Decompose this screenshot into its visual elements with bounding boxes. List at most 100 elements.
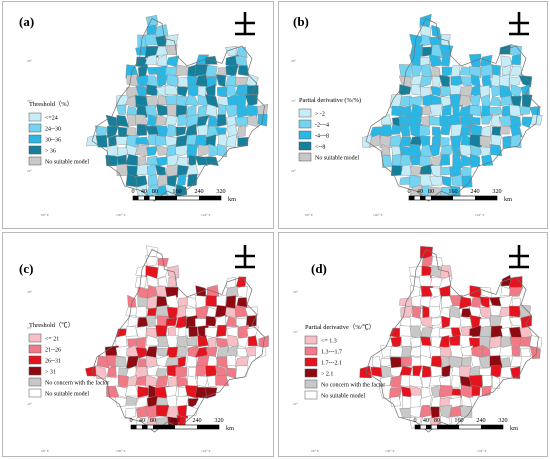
map-panel-d: (d) Partial derivative（%/℃） <= 1.3 1.3--… — [278, 232, 548, 457]
legend-swatch — [304, 346, 318, 356]
county-region — [459, 84, 473, 97]
county-region — [145, 84, 158, 97]
county-region — [216, 143, 228, 158]
county-region — [235, 365, 249, 379]
county-region — [479, 296, 490, 309]
county-region — [225, 367, 237, 379]
county-region — [420, 144, 433, 157]
county-region — [134, 276, 147, 288]
county-region — [509, 115, 522, 127]
legend-label: -2---4 — [315, 123, 329, 129]
province-boundary — [365, 249, 539, 433]
county-region — [165, 114, 178, 126]
county-region — [125, 326, 138, 337]
graticule-labels: 28° 25° 22° 98° E 100° E 104° E — [27, 290, 211, 453]
county-region — [409, 136, 423, 147]
scale-label: 40 — [141, 188, 147, 195]
county-region — [237, 336, 250, 348]
county-region — [409, 33, 424, 48]
scale-label: 240 — [192, 417, 201, 424]
legend-swatch — [28, 333, 42, 343]
legend-item: <=24 — [28, 112, 58, 122]
scale-label: 0 — [407, 188, 410, 195]
county-region — [429, 103, 443, 117]
county-region — [225, 295, 237, 309]
legend-item: 1.3---1.7 — [304, 346, 342, 356]
north-arrow-icon — [235, 12, 255, 36]
county-region — [106, 125, 119, 139]
legend-swatch — [298, 130, 312, 140]
county-region — [135, 114, 149, 126]
legend-item: 1.7---2.1 — [304, 357, 342, 367]
county-region — [185, 164, 199, 178]
lon-label: 104° E — [201, 213, 211, 217]
county-region — [381, 113, 392, 126]
county-region — [227, 334, 239, 348]
legend-item: 21--26 — [28, 344, 61, 354]
county-region — [135, 175, 148, 188]
scale-label: 320 — [214, 417, 223, 424]
county-region — [409, 375, 423, 388]
county-region — [194, 386, 209, 399]
legend-swatch — [298, 119, 312, 129]
scale-label: 160 — [170, 417, 179, 424]
scale-bar: 0 40 80 160 240 320 km — [129, 417, 234, 432]
county-region — [499, 95, 512, 107]
county-region — [244, 104, 259, 118]
county-region — [204, 55, 218, 65]
county-region — [409, 43, 424, 57]
map-svg-b: (b) Partial derivative (%/%) > -2 -2---4… — [291, 12, 543, 217]
county-region — [175, 95, 188, 107]
county-region — [135, 136, 150, 145]
province-boundary — [91, 249, 265, 433]
region-polygons — [85, 245, 269, 433]
county-region — [155, 324, 168, 337]
county-region — [488, 335, 502, 349]
county-region — [371, 356, 381, 369]
county-region — [428, 115, 441, 126]
legend-swatch — [28, 134, 42, 144]
county-region — [186, 173, 198, 187]
county-region — [186, 105, 197, 118]
county-region — [216, 114, 227, 128]
county-region — [458, 296, 472, 310]
lon-label: 104° E — [201, 449, 211, 453]
county-region — [207, 336, 217, 349]
legend-item: <= 1.3 — [304, 335, 337, 345]
legend-item: No suitable model — [28, 388, 89, 398]
county-region — [400, 305, 413, 318]
map-svg-d: (d) Partial derivative（%/℃） <= 1.3 1.3--… — [293, 245, 542, 453]
lat-label: 22° — [27, 402, 33, 406]
county-region — [529, 335, 542, 348]
scale-label: 80 — [150, 417, 156, 424]
county-region — [419, 163, 433, 175]
county-region — [195, 285, 207, 297]
legend-label: 1.3---1.7 — [321, 350, 342, 356]
legend-item: 24--30 — [28, 123, 61, 133]
county-region — [479, 146, 493, 158]
county-region — [186, 335, 198, 347]
legend-swatch — [28, 366, 42, 376]
county-region — [509, 65, 523, 77]
county-region — [225, 276, 237, 288]
scale-label: 0 — [413, 417, 416, 424]
county-region — [521, 94, 533, 108]
county-region — [410, 294, 423, 309]
county-region — [195, 364, 208, 377]
county-region — [452, 154, 463, 169]
county-region — [204, 156, 219, 166]
county-region — [146, 155, 159, 166]
county-region — [245, 345, 258, 357]
legend-item: 30--36 — [28, 134, 61, 144]
county-region — [421, 255, 433, 269]
graticule-labels: 28° 25° 22° 98° E 100° E 104° E — [27, 59, 211, 217]
county-region — [428, 143, 441, 157]
legend-swatch — [28, 145, 42, 155]
graticule-labels: 28° 25° 22° 98° E 100° E 104° E — [291, 59, 485, 217]
county-region — [207, 355, 219, 368]
scale-label: 80 — [434, 417, 440, 424]
county-region — [145, 404, 159, 418]
legend-item: No concern with the factor — [28, 377, 109, 387]
county-region — [410, 103, 424, 119]
legend-title: Threshold（℃） — [29, 321, 74, 329]
